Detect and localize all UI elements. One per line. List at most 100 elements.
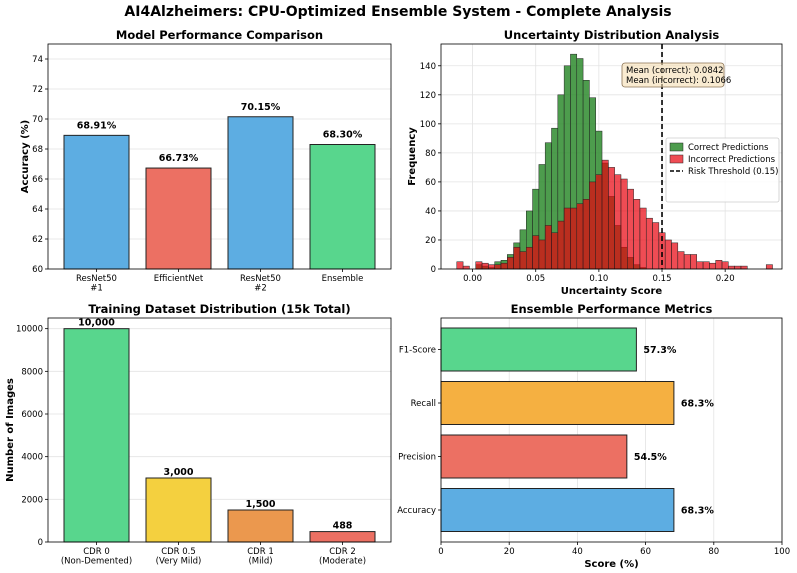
p2-bar-incorrect — [513, 246, 521, 270]
p2-annotation-line: Mean (correct): 0.0842 — [626, 66, 724, 76]
p1-xtick-label: ResNet50 — [240, 274, 281, 284]
p1-ytick-label: 72 — [32, 85, 43, 95]
p2-ytick-label: 20 — [425, 236, 436, 246]
p1-ytick-label: 70 — [32, 115, 43, 125]
p2-xlabel: Uncertainty Score — [561, 286, 663, 297]
p4-ytick-label: Accuracy — [397, 506, 436, 516]
p4-ytick-label: Recall — [411, 399, 436, 409]
p3-data-labels: 10,000 3,000 1,500 488 — [78, 318, 353, 532]
p1-data-label: 66.73% — [159, 153, 199, 164]
panel-uncertainty-distribution: 0.00 0.05 0.10 0.15 0.20 020406080100120140 … — [407, 28, 783, 297]
p3-bar — [309, 531, 376, 543]
p2-ylabel: Frequency — [407, 127, 418, 186]
p2-bar-incorrect — [544, 225, 552, 270]
p2-bar-incorrect — [582, 199, 590, 270]
p2-legend-label-correct: Correct Predictions — [688, 143, 769, 153]
p2-legend: Correct Predictions Incorrect Predictions… — [665, 137, 780, 203]
p3-frame — [47, 317, 392, 543]
p4-xtick-label: 100 — [774, 547, 790, 557]
p3-xtick-label: CDR 1 — [247, 547, 274, 557]
p4-ytick-label: Precision — [398, 453, 436, 463]
p3-bar — [227, 509, 294, 543]
p1-xtick-label: ResNet50 — [76, 274, 117, 284]
p2-bar-incorrect — [709, 262, 716, 270]
p2-y-ticks: 0 20 40 60 80 100 120 140 — [420, 62, 441, 275]
figure-title: AI4Alzheimers: CPU-Optimized Ensemble Sy… — [124, 4, 671, 20]
p4-frame — [440, 317, 783, 543]
p3-bar — [145, 477, 212, 543]
p2-bar-incorrect — [696, 261, 704, 270]
p3-ytick-label: 6000 — [21, 410, 43, 420]
p2-bar-incorrect — [557, 220, 565, 270]
p2-bar-incorrect — [589, 181, 596, 270]
p4-x-ticks: 0 20 40 60 80 100 — [438, 542, 790, 557]
p1-ytick-label: 62 — [32, 235, 43, 245]
p2-xtick-label: 0.00 — [463, 274, 482, 284]
p2-bar-incorrect — [728, 265, 735, 270]
p2-ytick-label: 60 — [425, 178, 436, 188]
p1-bar — [309, 144, 376, 270]
p3-data-label: 10,000 — [78, 318, 115, 329]
p1-frame — [47, 43, 392, 270]
p2-legend-box — [665, 137, 780, 203]
p4-y-ticks: Accuracy Precision Recall F1-Score — [397, 346, 441, 516]
p3-ytick-label: 8000 — [21, 367, 43, 377]
p2-bar-incorrect — [702, 261, 710, 270]
p3-ylabel: Number of Images — [5, 378, 16, 482]
p2-bar-incorrect — [462, 265, 470, 270]
p4-data-label: 54.5% — [634, 452, 667, 463]
p2-bar-incorrect — [576, 203, 584, 270]
p2-bar-incorrect — [507, 257, 514, 270]
p3-xtick-label: (Mild) — [248, 557, 272, 567]
p1-bars — [63, 116, 376, 270]
p2-legend-label-incorrect: Incorrect Predictions — [688, 155, 776, 165]
p1-y-ticks: 60 62 64 66 68 70 72 74 — [32, 55, 48, 275]
p2-bar-incorrect — [765, 264, 773, 270]
p2-bar-incorrect — [715, 260, 723, 270]
p2-bar-incorrect — [481, 262, 489, 270]
p3-y-ticks: 0 2000 4000 6000 8000 10000 — [16, 325, 48, 548]
p2-legend-swatch-incorrect — [669, 154, 684, 164]
p2-bar-incorrect — [690, 254, 697, 270]
p2-bar-incorrect — [652, 222, 660, 270]
p2-bar-incorrect — [475, 261, 483, 270]
p2-xtick-label: 0.20 — [716, 274, 735, 284]
p2-bar-incorrect — [633, 199, 641, 270]
p2-annotation-box — [621, 62, 725, 88]
p2-ytick-label: 80 — [425, 149, 436, 159]
p4-bar — [440, 488, 675, 532]
p2-xtick-label: 0.15 — [653, 274, 672, 284]
p4-xlabel: Score (%) — [584, 559, 638, 570]
p1-data-label: 68.91% — [77, 120, 117, 131]
p2-bar-incorrect — [721, 261, 729, 270]
p4-xtick-label: 80 — [708, 547, 719, 557]
p2-bars — [456, 53, 773, 270]
p2-bar-incorrect — [664, 239, 672, 270]
panel-ensemble-metrics: 68.3% 54.5% 68.3% 57.3% 0 20 40 60 80 100 Accura… — [397, 302, 790, 570]
p2-xtick-label: 0.10 — [589, 274, 608, 284]
p1-xtick-label: Ensemble — [322, 274, 364, 284]
p4-xtick-label: 40 — [572, 547, 583, 557]
p4-bar — [440, 327, 637, 372]
p3-data-label: 488 — [333, 521, 353, 532]
p2-bar-incorrect — [526, 246, 533, 270]
p1-title: Model Performance Comparison — [116, 28, 323, 42]
p1-ytick-label: 66 — [32, 175, 43, 185]
p3-bar — [63, 328, 130, 543]
panel-model-performance: 68.91%66.73%70.15%68.30% ResNet50#1Effic… — [20, 28, 392, 294]
p2-frame — [440, 43, 783, 270]
p2-bar-incorrect — [519, 251, 527, 270]
p2-bar-incorrect — [563, 207, 571, 270]
p3-xtick-label: CDR 0.5 — [161, 547, 196, 557]
p1-xtick-label: #1 — [90, 284, 103, 294]
p2-ytick-label: 100 — [420, 120, 436, 130]
p3-ytick-label: 2000 — [21, 495, 43, 505]
p1-ytick-label: 64 — [32, 205, 43, 215]
p2-bar-incorrect — [740, 265, 748, 270]
p4-data-label: 57.3% — [643, 345, 676, 356]
p2-bar-incorrect — [494, 264, 502, 270]
